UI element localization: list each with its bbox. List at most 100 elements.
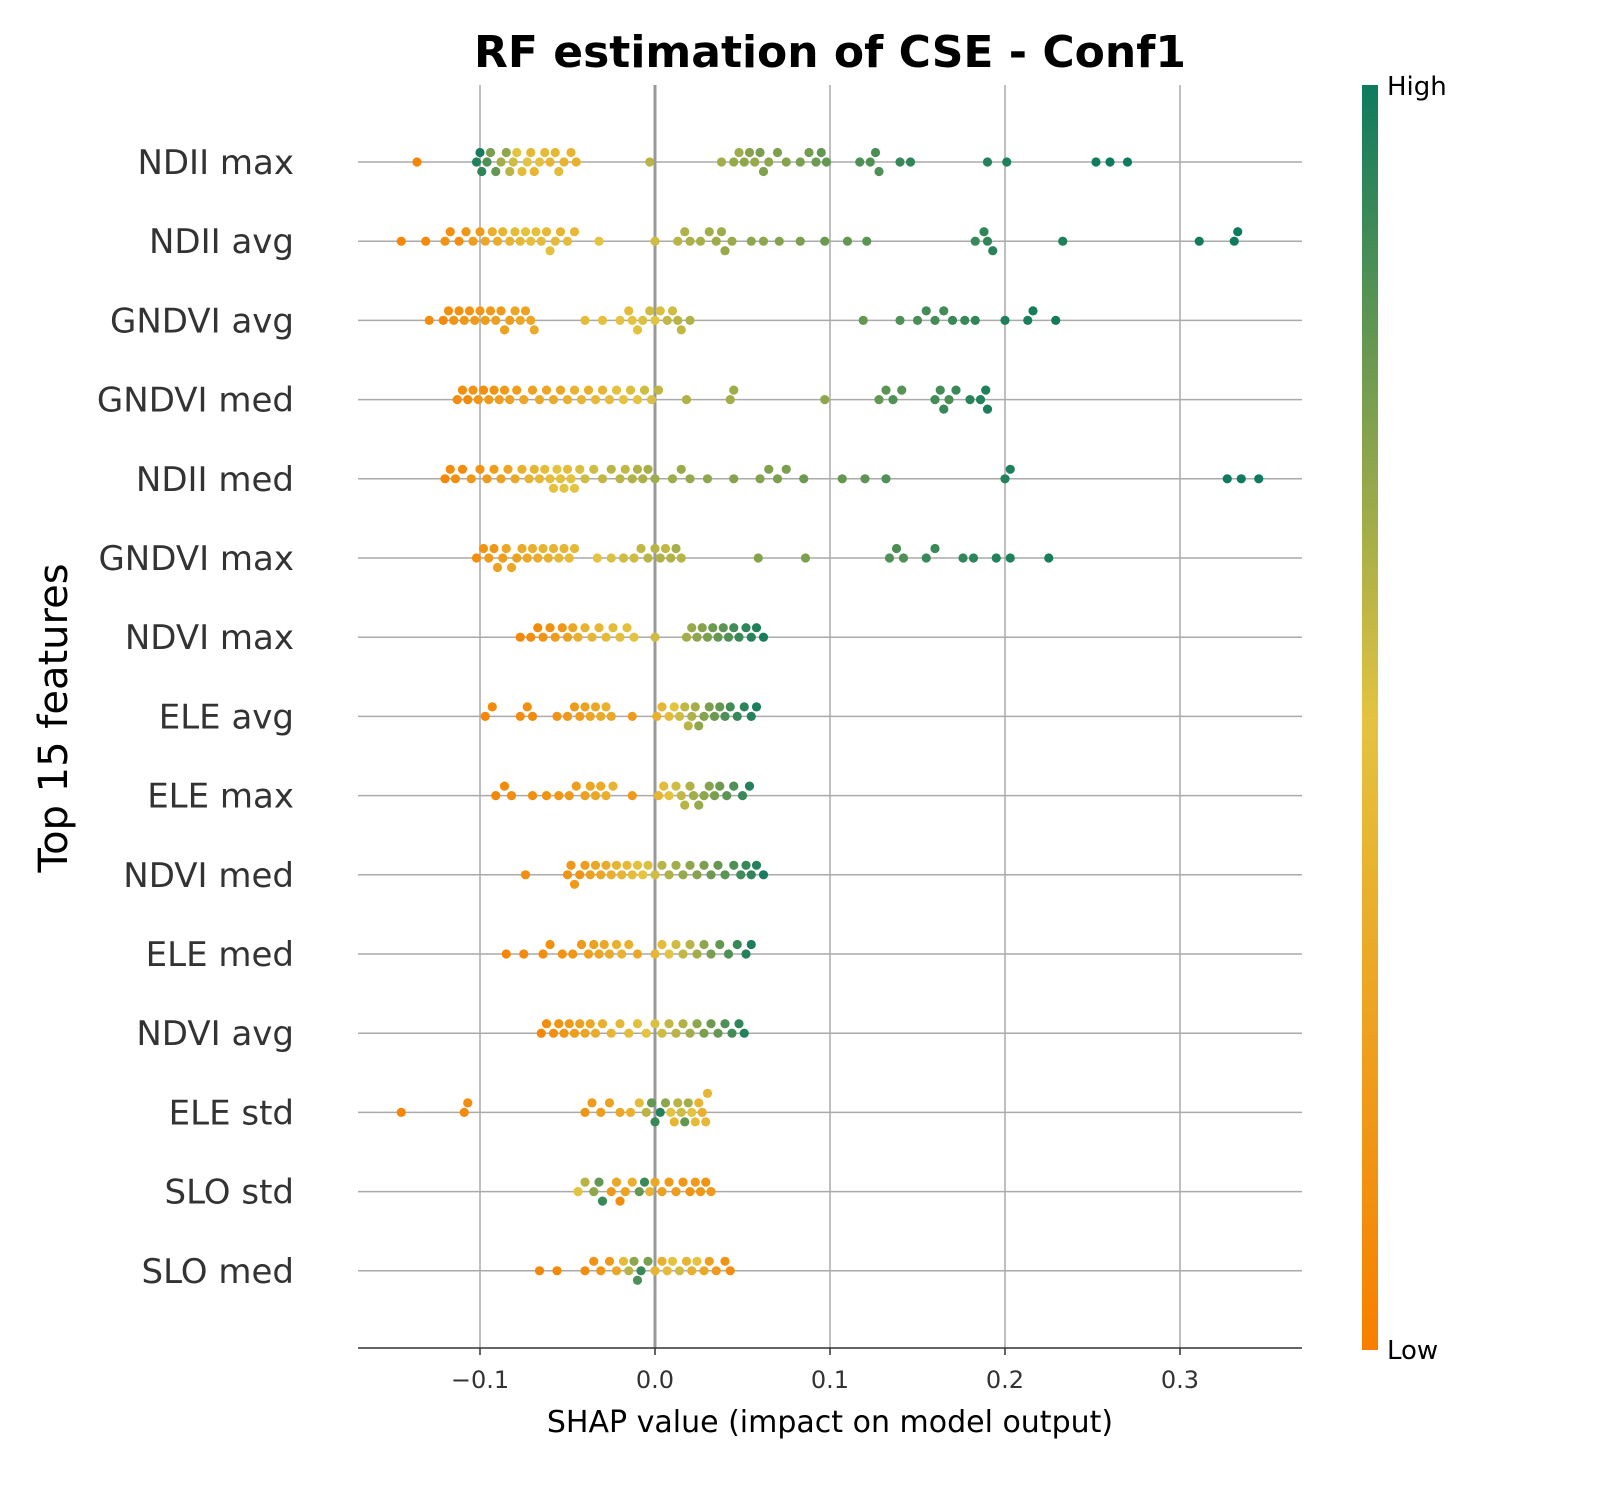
shap-point	[645, 1187, 655, 1197]
shap-point	[1194, 236, 1204, 246]
shap-point	[590, 395, 601, 405]
shap-point	[874, 166, 884, 177]
shap-point	[569, 879, 580, 889]
x-tick-label: 0.3	[1161, 1366, 1199, 1394]
shap-point	[725, 395, 735, 405]
colorbar-low-label: Low	[1387, 1336, 1438, 1366]
shap-point	[559, 483, 569, 493]
shap-point	[676, 1107, 686, 1117]
shap-point	[545, 474, 555, 484]
shap-point	[596, 711, 606, 722]
shap-point	[751, 623, 762, 633]
shap-point	[657, 860, 667, 870]
shap-point	[650, 632, 660, 642]
shap-point	[650, 949, 660, 959]
shap-point	[615, 1019, 625, 1029]
shap-point	[604, 1256, 615, 1266]
shap-point	[979, 227, 989, 237]
shap-point	[615, 474, 625, 484]
shap-point	[671, 1187, 681, 1197]
shap-point	[454, 306, 464, 316]
shap-point	[681, 632, 692, 642]
shap-point	[555, 227, 566, 237]
shap-point	[590, 860, 601, 870]
shap-point	[526, 147, 536, 158]
shap-point	[723, 949, 734, 959]
shap-point	[487, 227, 497, 237]
shap-point	[715, 702, 725, 712]
shap-point	[624, 939, 634, 950]
shap-point	[692, 1019, 702, 1029]
shap-point	[842, 236, 853, 246]
shap-point	[580, 1177, 590, 1187]
x-tick-label: 0.0	[636, 1366, 674, 1394]
shap-point	[615, 1196, 625, 1206]
shap-point	[655, 553, 665, 563]
shap-point	[734, 147, 744, 158]
shap-point	[657, 702, 667, 712]
shap-point	[624, 306, 634, 316]
shap-point	[685, 860, 695, 870]
shap-point	[706, 1187, 716, 1197]
shap-point	[452, 395, 462, 405]
shap-point	[643, 553, 653, 563]
shap-point	[580, 1028, 590, 1038]
shap-point	[772, 474, 783, 484]
shap-point	[627, 315, 637, 325]
shap-point	[477, 166, 487, 177]
shap-point	[1028, 306, 1038, 316]
shap-point	[676, 464, 686, 474]
shap-point	[650, 315, 660, 325]
shap-point	[566, 474, 576, 484]
shap-point	[800, 553, 811, 563]
shap-point	[594, 623, 604, 633]
shap-point	[538, 632, 548, 642]
shap-point	[564, 553, 574, 563]
shap-point	[589, 1256, 599, 1266]
shap-point	[562, 464, 573, 474]
shap-point	[764, 157, 774, 167]
shap-point	[557, 623, 567, 633]
shap-point	[506, 791, 517, 801]
shap-point	[713, 1028, 723, 1038]
shap-point	[905, 157, 916, 167]
shap-point	[491, 791, 501, 801]
shap-point	[611, 1266, 622, 1276]
shap-point	[982, 157, 993, 167]
shap-point	[729, 781, 739, 791]
shap-point	[860, 474, 870, 484]
shap-point	[594, 1177, 604, 1187]
shap-point	[440, 236, 450, 246]
shap-point	[510, 474, 520, 484]
shap-point	[939, 404, 949, 414]
colorbar-high-label: High	[1387, 72, 1447, 102]
shap-point	[618, 395, 629, 405]
shap-points	[396, 147, 1264, 1285]
shap-point	[702, 1088, 713, 1098]
shap-point	[650, 1177, 660, 1187]
shap-point	[506, 562, 517, 573]
shap-point	[664, 711, 674, 722]
shap-point	[673, 315, 683, 325]
shap-point	[554, 553, 564, 563]
shap-point	[697, 1107, 707, 1117]
shap-point	[664, 1019, 674, 1029]
shap-point	[652, 711, 662, 722]
shap-point	[604, 949, 615, 959]
shap-point	[720, 870, 730, 880]
feature-label: NDII max	[137, 143, 294, 183]
shap-point	[496, 157, 506, 167]
shap-point	[660, 1098, 671, 1108]
shap-point	[615, 632, 625, 642]
shap-point	[673, 1098, 683, 1108]
shap-point	[758, 166, 769, 177]
shap-point	[888, 395, 898, 405]
shap-point	[510, 227, 520, 237]
shap-point	[643, 1256, 653, 1266]
shap-point	[685, 474, 695, 484]
shap-point	[421, 236, 431, 246]
shap-point	[664, 791, 674, 801]
shap-point	[611, 939, 622, 950]
shap-point	[715, 781, 725, 791]
shap-point	[744, 147, 755, 158]
